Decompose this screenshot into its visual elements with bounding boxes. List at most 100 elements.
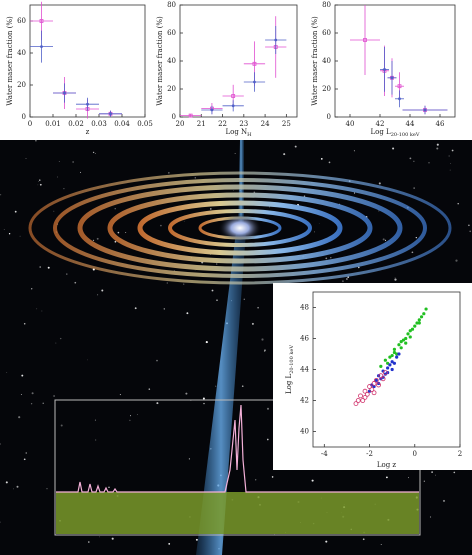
point bbox=[423, 108, 427, 112]
y-axis-label: Water maser fraction (%) bbox=[311, 16, 319, 106]
point bbox=[109, 112, 112, 116]
y-axis-label-sub: 20-100 keV bbox=[289, 345, 295, 374]
point bbox=[383, 68, 386, 71]
point bbox=[392, 350, 397, 355]
x-axis-label-sub: H bbox=[247, 132, 252, 138]
point bbox=[381, 369, 385, 373]
x-tick-label: 20 bbox=[176, 120, 185, 128]
x-axis-label: Log NH bbox=[225, 128, 252, 138]
y-tick-label: 42 bbox=[300, 397, 309, 405]
point bbox=[360, 398, 366, 403]
point bbox=[388, 355, 392, 359]
chart: 0 0.01 0.02 0.03 0.04 0.05 0 20 40 60 z Water maser… bbox=[6, 1, 153, 136]
chart: -4 -2 0 2 40 42 44 46 48 Log z Log L20-100 keV bbox=[285, 291, 462, 469]
core-glow bbox=[218, 214, 262, 242]
point bbox=[417, 321, 421, 325]
y-tick-label: 20 bbox=[17, 81, 26, 89]
y-tick-label: 46 bbox=[300, 335, 309, 343]
x-tick-label: 0 bbox=[28, 120, 32, 128]
point bbox=[371, 390, 377, 396]
point bbox=[410, 327, 415, 331]
x-tick-label: 46 bbox=[436, 120, 445, 128]
x-tick-label: 44 bbox=[406, 120, 415, 128]
y-axis-label: Water maser fraction (%) bbox=[156, 16, 164, 106]
jet-lower bbox=[196, 232, 246, 555]
point bbox=[358, 393, 363, 399]
y-tick-label: 60 bbox=[167, 29, 176, 37]
y-tick-label: 60 bbox=[322, 29, 331, 37]
y-tick-label: 60 bbox=[17, 17, 26, 25]
point bbox=[397, 343, 401, 347]
point bbox=[231, 94, 236, 98]
y-tick-label: 0 bbox=[172, 113, 176, 121]
y-axis-label: Log L20-100 keV bbox=[285, 345, 295, 394]
y-axis-label: Water maser fraction (%) bbox=[6, 16, 14, 106]
point bbox=[424, 307, 428, 311]
point bbox=[388, 363, 392, 367]
point bbox=[390, 76, 394, 80]
point bbox=[415, 321, 419, 325]
point bbox=[231, 104, 235, 108]
point bbox=[390, 367, 394, 372]
point bbox=[374, 378, 378, 382]
point bbox=[253, 80, 256, 84]
point bbox=[382, 370, 388, 376]
y-axis-label-main: Log L bbox=[285, 373, 293, 394]
x-tick-label: 21 bbox=[197, 120, 206, 128]
chart: 40 42 44 46 0 20 40 60 80 Log L20-100 keV Water ma… bbox=[311, 1, 456, 138]
x-axis-label: Log z bbox=[377, 461, 397, 469]
point bbox=[419, 315, 424, 319]
point bbox=[369, 387, 375, 393]
point bbox=[404, 336, 408, 341]
x-axis-label: Log L20-100 keV bbox=[370, 128, 419, 138]
point bbox=[413, 324, 417, 328]
y-axis-label-main: Water maser fraction (%) bbox=[6, 16, 14, 106]
point bbox=[398, 97, 401, 101]
x-tick-label: 42 bbox=[376, 120, 385, 128]
point bbox=[367, 389, 372, 393]
point bbox=[252, 61, 257, 66]
point bbox=[86, 102, 89, 106]
spectrum-panel bbox=[54, 399, 421, 536]
y-tick-label: 40 bbox=[167, 57, 176, 65]
point bbox=[63, 91, 66, 95]
accretion-disk bbox=[28, 171, 452, 285]
point bbox=[404, 341, 408, 345]
point bbox=[274, 38, 278, 42]
point bbox=[392, 347, 397, 351]
x-tick-label: 0.04 bbox=[114, 120, 130, 128]
point bbox=[386, 361, 390, 365]
point bbox=[381, 375, 385, 379]
point bbox=[383, 372, 387, 376]
y-tick-label: 40 bbox=[17, 49, 26, 57]
point bbox=[399, 346, 403, 350]
point bbox=[395, 355, 399, 359]
point bbox=[386, 366, 390, 370]
x-tick-label: 0.03 bbox=[91, 120, 107, 128]
inset-panel bbox=[273, 283, 472, 470]
y-tick-label: 0 bbox=[327, 113, 331, 121]
point bbox=[380, 376, 386, 382]
point bbox=[406, 332, 410, 336]
point bbox=[408, 329, 412, 333]
point bbox=[422, 312, 426, 316]
x-tick-label: 23 bbox=[239, 120, 248, 128]
point bbox=[397, 84, 402, 89]
point bbox=[399, 340, 403, 344]
point bbox=[371, 381, 377, 386]
point bbox=[390, 353, 394, 358]
y-tick-label: 0 bbox=[22, 113, 26, 121]
x-tick-label: 25 bbox=[282, 120, 291, 128]
x-axis-label-main: Log z bbox=[377, 461, 397, 469]
y-tick-label: 20 bbox=[167, 85, 176, 93]
point bbox=[417, 318, 421, 322]
point bbox=[378, 373, 384, 379]
x-tick-label: -4 bbox=[321, 450, 328, 458]
y-tick-label: 80 bbox=[322, 1, 331, 9]
point bbox=[372, 384, 376, 389]
point bbox=[390, 360, 394, 364]
point bbox=[383, 358, 387, 362]
point bbox=[376, 381, 381, 386]
